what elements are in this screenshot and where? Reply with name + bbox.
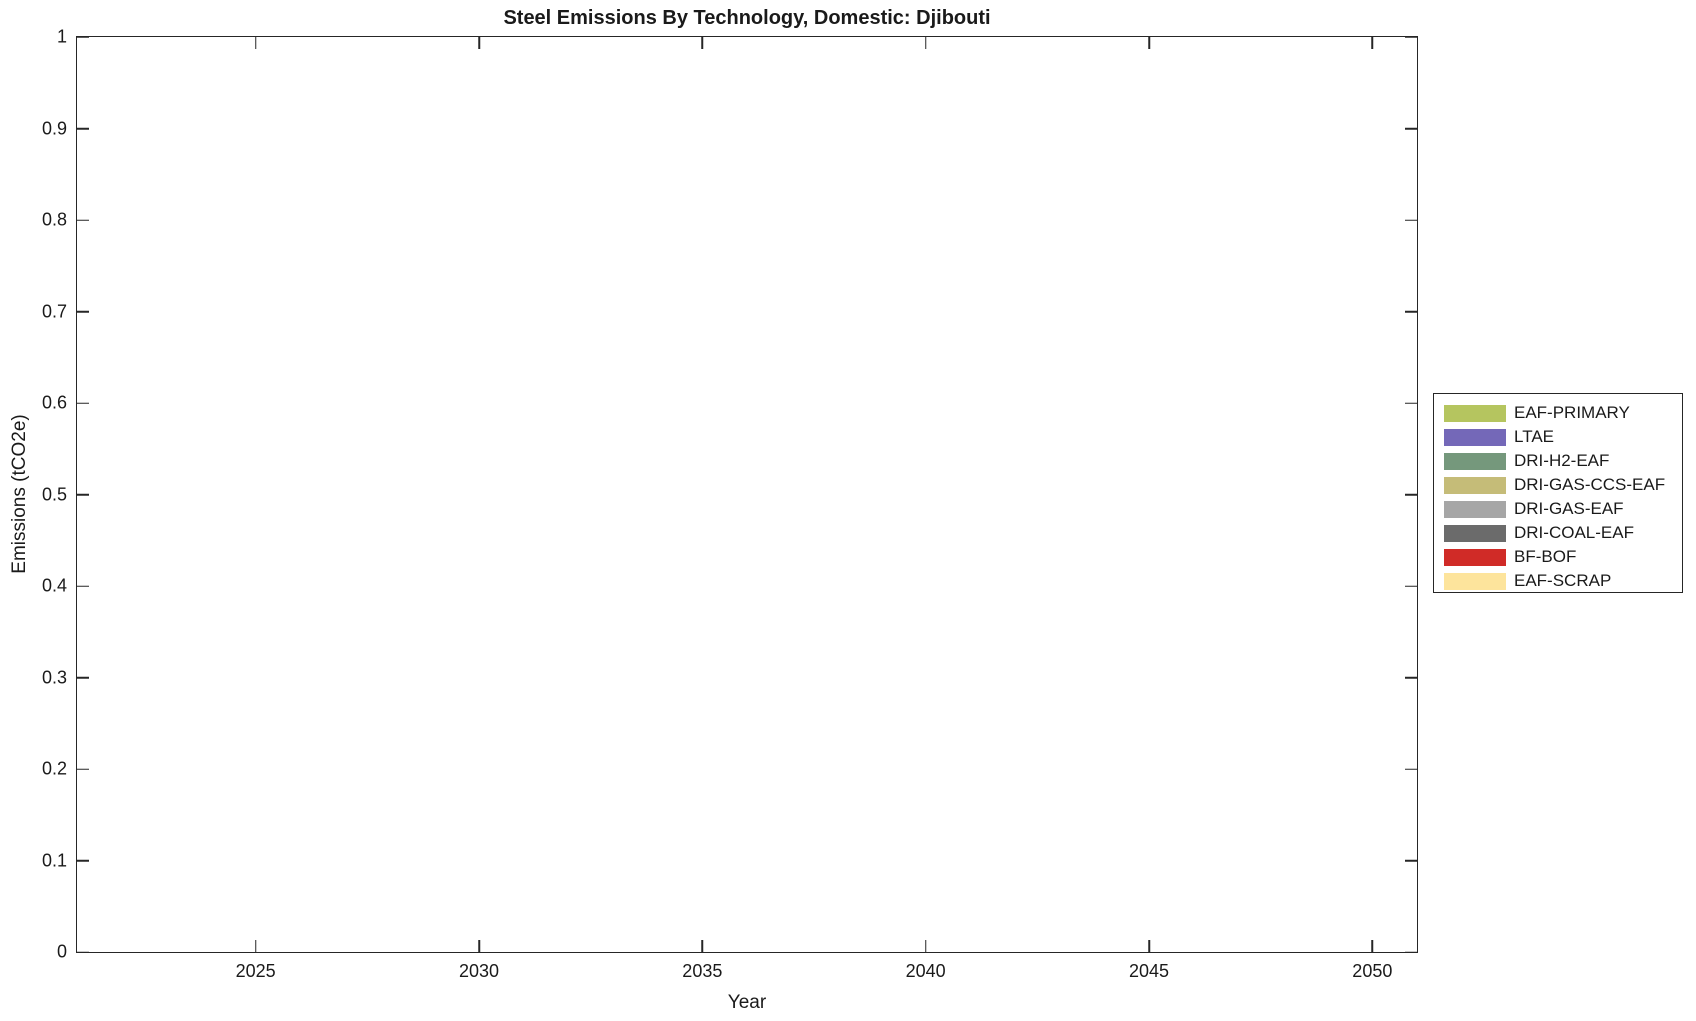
y-axis-tick: [77, 310, 89, 313]
legend-label: DRI-COAL-EAF: [1514, 523, 1634, 542]
legend-swatch: [1444, 476, 1506, 494]
y-axis-tick: [77, 585, 89, 587]
legend-label: DRI-H2-EAF: [1514, 451, 1610, 470]
y-tick-label: 0.9: [41, 118, 67, 138]
x-axis-tick-mirror: [1148, 37, 1150, 49]
y-axis-tick: [77, 768, 89, 770]
x-axis-tick: [701, 940, 704, 952]
y-tick-label: 0.5: [41, 484, 67, 504]
y-tick-label: 0.8: [41, 209, 67, 230]
y-tick-label: 0.6: [41, 392, 67, 413]
y-axis-tick-mirror: [1405, 127, 1417, 130]
x-axis-tick-mirror: [924, 37, 927, 49]
y-axis-tick: [77, 402, 89, 404]
y-axis-tick-mirror: [1405, 676, 1417, 679]
legend-item: EAF-SCRAP: [1434, 569, 1682, 593]
y-axis-tick: [77, 859, 89, 862]
legend-label: EAF-SCRAP: [1514, 571, 1612, 590]
legend-label: DRI-GAS-EAF: [1514, 499, 1624, 518]
chart-title: Steel Emissions By Technology, Domestic:…: [503, 7, 991, 29]
y-tick-label: 1: [56, 26, 67, 47]
y-axis-tick-mirror: [1405, 402, 1417, 404]
legend-label: BF-BOF: [1514, 547, 1577, 566]
y-tick-label: 0: [56, 941, 67, 962]
x-axis-tick-mirror: [254, 37, 257, 49]
legend-label: EAF-PRIMARY: [1514, 403, 1630, 422]
y-tick-label: 0.4: [41, 575, 67, 596]
x-tick-label: 2050: [1352, 961, 1393, 981]
legend-swatch: [1444, 548, 1506, 566]
y-axis-tick: [77, 951, 89, 953]
legend-item: DRI-GAS-EAF: [1434, 497, 1682, 521]
y-axis-tick: [77, 36, 89, 38]
y-axis-tick: [77, 676, 89, 679]
legend-item: DRI-GAS-CCS-EAF: [1434, 473, 1682, 497]
legend-swatch: [1444, 404, 1506, 422]
legend-swatch: [1444, 572, 1506, 590]
legend-label: LTAE: [1514, 427, 1554, 446]
plot-area: 2025 2030 2035 2040 2045 2050 0 0.1 0.2 0.3 0.4 0.5…: [42, 27, 1418, 981]
x-axis-tick-mirror: [1371, 37, 1374, 49]
x-tick-label: 2025: [235, 961, 276, 981]
legend: EAF-PRIMARY LTAE DRI-H2-EAF DRI-GAS-CCS-EAF…: [1433, 393, 1683, 593]
x-axis-tick: [254, 940, 257, 952]
y-axis-tick-mirror: [1405, 859, 1417, 862]
x-tick-label: 2040: [905, 961, 946, 981]
y-tick-label: 0.7: [41, 301, 67, 321]
x-tick-label: 2035: [682, 961, 723, 981]
legend-item: DRI-H2-EAF: [1434, 449, 1682, 473]
y-axis-tick-mirror: [1405, 493, 1417, 496]
y-axis-tick: [77, 219, 89, 221]
legend-swatch: [1444, 500, 1506, 518]
x-axis-tick: [1371, 940, 1374, 952]
legend-swatch: [1444, 452, 1506, 470]
x-axis-label: Year: [727, 992, 767, 1013]
legend-item: LTAE: [1434, 425, 1682, 449]
x-axis-tick-mirror: [478, 37, 480, 49]
x-tick-label: 2045: [1128, 961, 1170, 981]
y-axis-tick-mirror: [1405, 585, 1417, 587]
legend-swatch: [1444, 524, 1506, 542]
x-axis-tick-mirror: [701, 37, 704, 49]
y-axis-tick: [77, 127, 89, 130]
legend-swatch: [1444, 428, 1506, 446]
legend-item: EAF-PRIMARY: [1434, 401, 1682, 425]
y-tick-label: 0.2: [41, 758, 67, 779]
x-axis-tick: [1148, 940, 1150, 952]
y-axis-tick-mirror: [1405, 219, 1417, 221]
y-axis-tick-mirror: [1405, 36, 1417, 38]
y-axis-tick-mirror: [1405, 768, 1417, 770]
x-axis-tick: [478, 940, 480, 952]
x-tick-label: 2030: [458, 961, 500, 981]
legend-label: DRI-GAS-CCS-EAF: [1514, 475, 1666, 494]
y-axis-tick: [77, 493, 89, 496]
y-axis-label: Emissions (tCO2e): [9, 414, 30, 574]
y-axis-tick-mirror: [1405, 951, 1417, 953]
y-tick-label: 0.1: [41, 850, 67, 870]
x-axis-tick: [924, 940, 927, 952]
legend-item: DRI-COAL-EAF: [1434, 521, 1682, 545]
y-tick-label: 0.3: [41, 667, 67, 687]
y-axis-tick-mirror: [1405, 310, 1417, 313]
legend-item: BF-BOF: [1434, 545, 1682, 569]
